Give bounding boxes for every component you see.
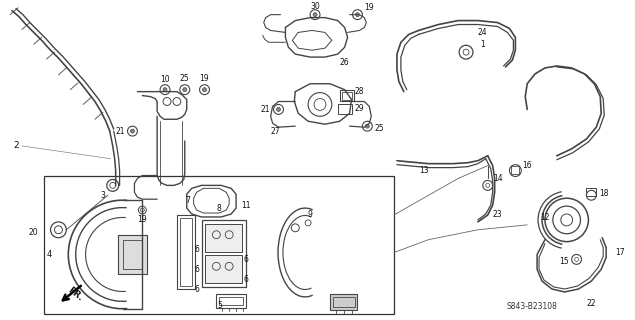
Bar (333, 297, 354, 307)
Bar (511, 166, 519, 173)
Text: 25: 25 (180, 74, 190, 83)
Text: 7: 7 (185, 196, 190, 205)
Text: 19: 19 (199, 74, 210, 83)
Text: 6: 6 (243, 255, 248, 264)
Bar (180, 218, 192, 286)
Text: 29: 29 (354, 104, 364, 113)
Text: 18: 18 (599, 189, 609, 198)
Text: 17: 17 (615, 248, 625, 257)
Bar (44, 175, 394, 314)
Text: 12: 12 (540, 213, 550, 222)
Text: 19: 19 (364, 3, 374, 12)
Text: 19: 19 (138, 215, 147, 224)
Text: 6: 6 (194, 245, 199, 254)
Text: 13: 13 (418, 166, 429, 175)
Bar (206, 255, 242, 283)
Text: 28: 28 (355, 87, 364, 96)
Text: 6: 6 (243, 275, 248, 284)
Bar (340, 90, 354, 101)
Text: 5: 5 (217, 301, 222, 310)
Text: 20: 20 (29, 228, 39, 237)
Text: 24: 24 (478, 28, 488, 37)
Text: 10: 10 (160, 75, 170, 84)
Bar (342, 92, 352, 100)
Circle shape (203, 88, 206, 92)
Circle shape (313, 13, 317, 17)
Bar (219, 297, 243, 305)
Text: 16: 16 (523, 161, 532, 170)
Text: 6: 6 (194, 265, 199, 274)
Text: 23: 23 (493, 211, 502, 220)
Text: 4: 4 (47, 250, 52, 259)
Text: 30: 30 (310, 2, 320, 11)
Text: FR.: FR. (66, 285, 84, 303)
Text: 26: 26 (340, 58, 349, 67)
Text: 11: 11 (241, 201, 251, 210)
Bar (206, 224, 242, 252)
Circle shape (130, 129, 135, 133)
Text: 8: 8 (217, 204, 222, 212)
Text: 21: 21 (116, 127, 125, 136)
Circle shape (163, 88, 167, 92)
Bar (338, 104, 352, 114)
Text: 9: 9 (308, 211, 312, 220)
Circle shape (365, 124, 370, 128)
Text: 1: 1 (481, 40, 485, 49)
Bar (217, 294, 246, 308)
Circle shape (277, 108, 281, 111)
Text: 22: 22 (587, 299, 596, 308)
Text: 6: 6 (194, 284, 199, 293)
Text: 2: 2 (13, 141, 19, 150)
Text: 25: 25 (375, 124, 384, 133)
Bar (201, 220, 246, 287)
Circle shape (183, 88, 187, 92)
Text: 3: 3 (100, 191, 105, 200)
Text: 21: 21 (261, 105, 271, 114)
Bar (330, 294, 358, 310)
Text: S843-B23108: S843-B23108 (507, 302, 558, 311)
Text: 15: 15 (559, 257, 568, 266)
Bar (587, 188, 596, 196)
Text: 14: 14 (493, 174, 502, 183)
Text: 27: 27 (271, 127, 281, 136)
Circle shape (356, 13, 359, 17)
Bar (123, 240, 142, 269)
Bar (177, 215, 195, 289)
Bar (117, 235, 147, 274)
